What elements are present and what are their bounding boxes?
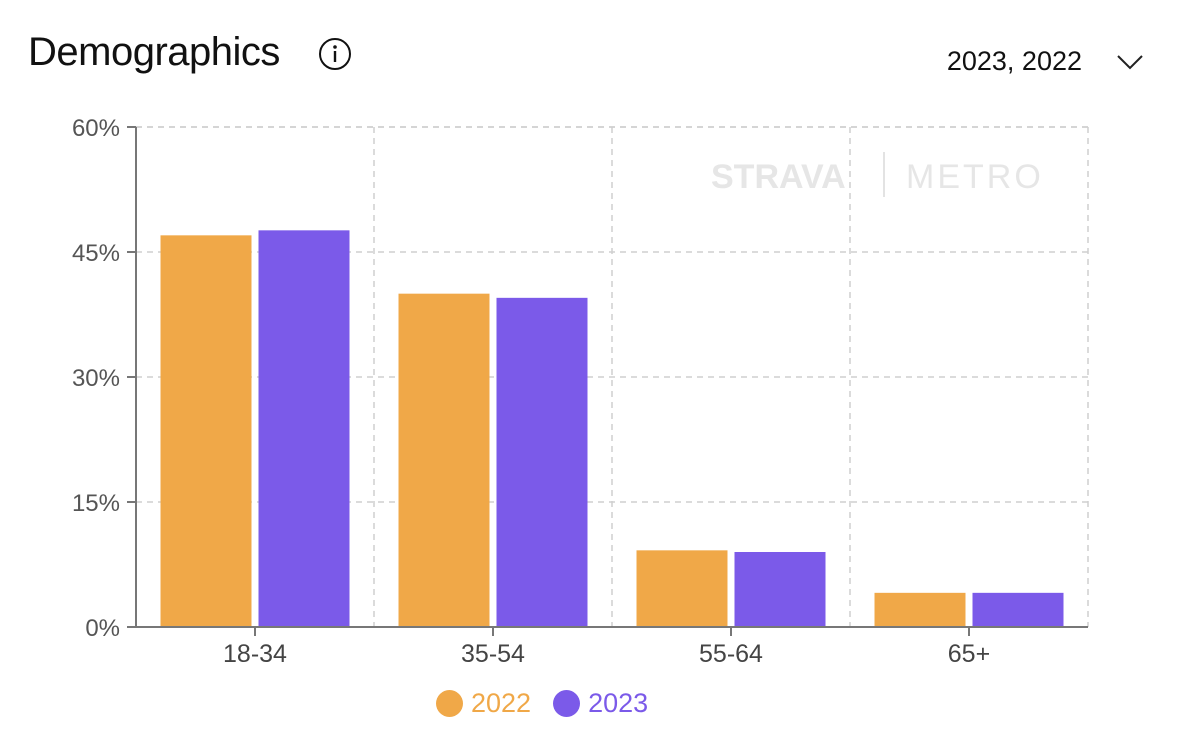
legend-label-2023: 2023 [588,688,649,718]
x-axis-ticks: 18-34 35-54 55-64 65+ [223,627,990,668]
bar-2022-18-34[interactable] [160,235,252,628]
year-filter-label: 2023, 2022 [946,46,1082,76]
bar-2022-35-54[interactable] [398,293,490,627]
legend-label-2022: 2022 [471,688,532,718]
bar-2022-65+[interactable] [874,592,966,627]
y-tick-label: 0% [85,615,120,642]
x-tick-label: 18-34 [223,640,287,668]
demographics-bar-chart: STRAVA METRO 0% 15% 30% 45% 60% 18-34 35-54 55… [72,115,1089,668]
y-tick-label: 60% [72,115,120,142]
bar-2022-55-64[interactable] [636,550,728,627]
y-tick-label: 30% [72,365,120,392]
bars [160,230,1064,628]
year-filter-dropdown[interactable]: 2023, 2022 [947,46,1144,77]
info-circle-icon[interactable] [318,37,352,71]
legend-dot-2022 [436,690,463,717]
y-tick-label: 45% [72,240,120,267]
x-tick-label: 65+ [948,640,990,668]
watermark-brand: STRAVA [711,158,846,196]
chevron-down-icon [1117,54,1143,69]
watermark-product: METRO [906,158,1044,196]
legend-dot-2023 [553,690,581,717]
legend: 2022 2023 [436,688,670,719]
y-tick-label: 15% [72,490,120,517]
legend-item-2022[interactable]: 2022 [436,688,531,719]
legend-item-2023[interactable]: 2023 [553,688,648,719]
bar-2023-18-34[interactable] [258,230,350,628]
bar-2023-55-64[interactable] [734,552,826,627]
bar-2023-65+[interactable] [972,592,1064,627]
x-tick-label: 55-64 [699,640,763,668]
y-axis-ticks: 0% 15% 30% 45% 60% [72,115,136,642]
page-title: Demographics [28,30,280,74]
watermark: STRAVA METRO [711,152,1044,197]
x-tick-label: 35-54 [461,640,525,668]
bar-2023-35-54[interactable] [496,297,588,627]
